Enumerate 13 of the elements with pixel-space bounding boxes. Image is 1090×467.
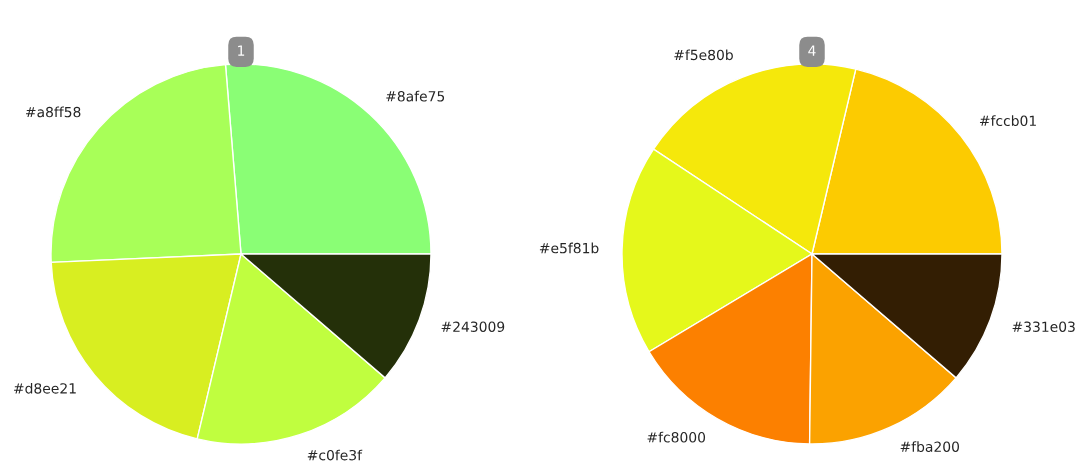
slice-label: #243009 <box>441 321 505 332</box>
slice-label: #fccb01 <box>979 115 1036 127</box>
slice-label: #d8ee21 <box>14 382 76 394</box>
slice-label: #fba200 <box>900 441 960 452</box>
slice-label: #a8ff58 <box>26 106 81 118</box>
slice-label: #331e03 <box>1012 321 1075 332</box>
slice-label: #fc8000 <box>647 431 706 443</box>
slice-label: #c0fe3f <box>307 449 363 461</box>
slice-label: #8afe75 <box>386 90 445 102</box>
slice-label: #e5f81b <box>539 242 599 254</box>
chart-title: 1 <box>238 45 245 56</box>
chart-title: 4 <box>808 45 816 56</box>
slice-label: #f5e80b <box>674 49 733 61</box>
